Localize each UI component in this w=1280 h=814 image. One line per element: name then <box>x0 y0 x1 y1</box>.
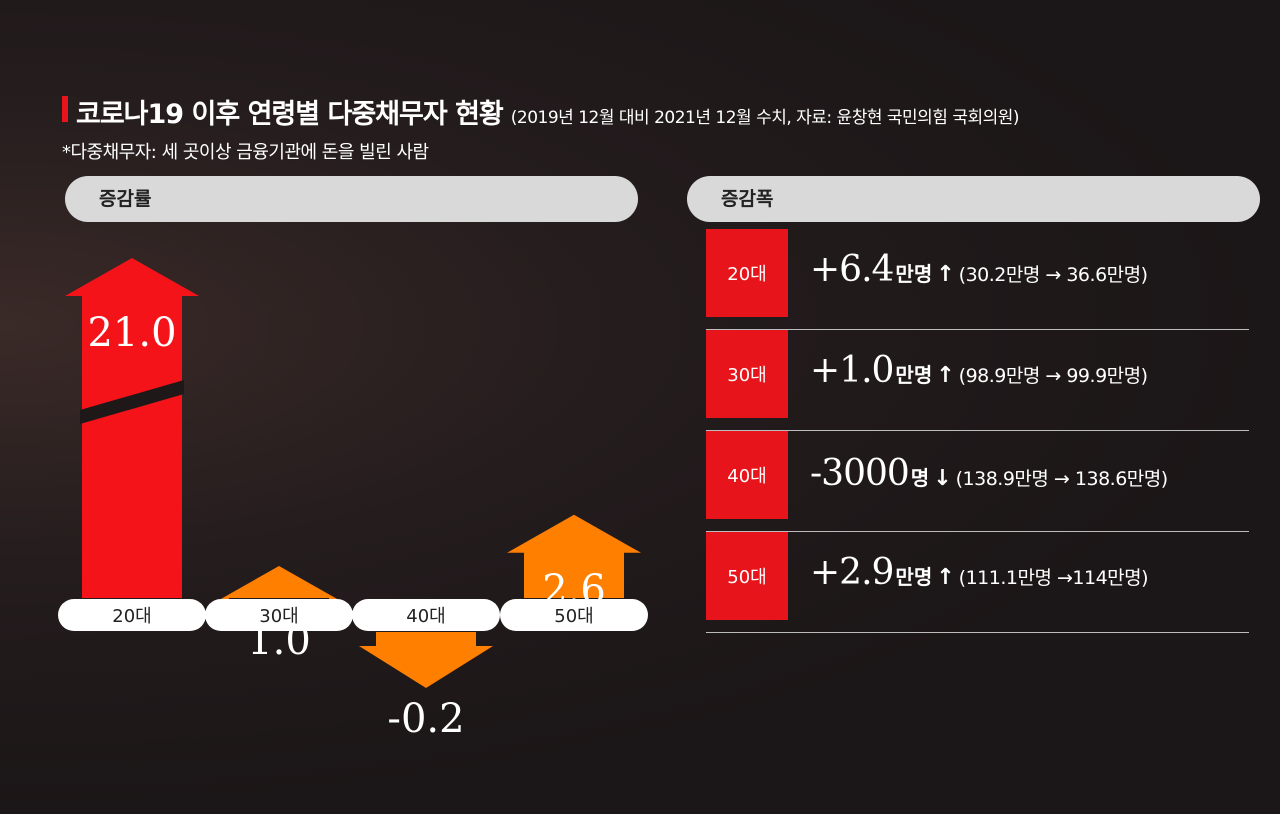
bar-30대 <box>212 566 346 604</box>
change-range: (111.1만명 →114만명) <box>958 567 1149 589</box>
table-row: 30대 +1.0 만명 ↑ (98.9만명 → 99.9만명) <box>706 330 1249 431</box>
title-accent-bar <box>62 96 68 122</box>
age-badge: 20대 <box>706 229 788 317</box>
age-label: 40대 <box>727 466 767 487</box>
age-badge: 30대 <box>706 330 788 418</box>
change-range: (30.2만명 → 36.6만명) <box>958 264 1148 286</box>
change-range: (138.9만명 → 138.6만명) <box>955 468 1169 490</box>
footnote: *다중채무자: 세 곳이상 금융기관에 돈을 빌린 사람 <box>62 142 429 163</box>
category-pill-50대 <box>500 599 648 631</box>
arrow-up-icon: ↑ <box>936 565 955 590</box>
category-pill-30대 <box>205 599 353 631</box>
value-label-20대: 21.0 <box>87 310 176 356</box>
change-unit: 만명 <box>895 565 933 589</box>
category-label-40대: 40대 <box>406 606 445 627</box>
change-text: +6.4 만명 ↑ (30.2만명 → 36.6만명) <box>810 249 1148 290</box>
amount-panel-header: 증감폭 <box>687 176 1260 222</box>
table-row: 40대 -3000 명 ↓ (138.9만명 → 138.6만명) <box>706 431 1249 532</box>
change-text: +2.9 만명 ↑ (111.1만명 →114만명) <box>810 552 1149 593</box>
age-badge: 40대 <box>706 431 788 519</box>
title-text: 코로나19 이후 연령별 다중채무자 현황 <box>76 99 504 130</box>
change-value: +1.0 <box>810 350 894 391</box>
category-label-50대: 50대 <box>554 606 593 627</box>
change-unit: 만명 <box>895 262 933 286</box>
bar-40대 <box>359 632 493 688</box>
bar-20대 <box>65 258 199 598</box>
value-label-40대: -0.2 <box>387 696 464 742</box>
category-pill-40대 <box>352 599 500 631</box>
axis-break-mark <box>80 380 184 424</box>
title-subtitle: (2019년 12월 대비 2021년 12월 수치, 자료: 윤창현 국민의힘… <box>510 108 1020 128</box>
change-unit: 명 <box>910 466 930 490</box>
bar-50대 <box>507 514 641 598</box>
arrow-up-icon: ↑ <box>936 363 955 388</box>
category-pill-20대 <box>58 599 206 631</box>
change-range: (98.9만명 → 99.9만명) <box>958 365 1148 387</box>
age-label: 50대 <box>727 567 767 588</box>
table-row: 20대 +6.4 만명 ↑ (30.2만명 → 36.6만명) <box>706 229 1249 330</box>
change-value: +2.9 <box>810 552 894 593</box>
change-value: -3000 <box>810 453 910 494</box>
page-title: 코로나19 이후 연령별 다중채무자 현황 (2019년 12월 대비 2021년… <box>76 92 1020 131</box>
age-label: 30대 <box>727 365 767 386</box>
category-label-20대: 20대 <box>112 606 151 627</box>
change-text: +1.0 만명 ↑ (98.9만명 → 99.9만명) <box>810 350 1148 391</box>
change-value: +6.4 <box>810 249 894 290</box>
arrow-down-icon: ↓ <box>933 466 952 491</box>
arrow-up-icon: ↑ <box>936 262 955 287</box>
category-label-30대: 30대 <box>259 606 298 627</box>
age-badge: 50대 <box>706 532 788 620</box>
table-row: 50대 +2.9 만명 ↑ (111.1만명 →114만명) <box>706 532 1249 633</box>
age-label: 20대 <box>727 264 767 285</box>
change-text: -3000 명 ↓ (138.9만명 → 138.6만명) <box>810 453 1168 494</box>
rate-panel-header: 증감률 <box>65 176 638 222</box>
change-unit: 만명 <box>895 363 933 387</box>
